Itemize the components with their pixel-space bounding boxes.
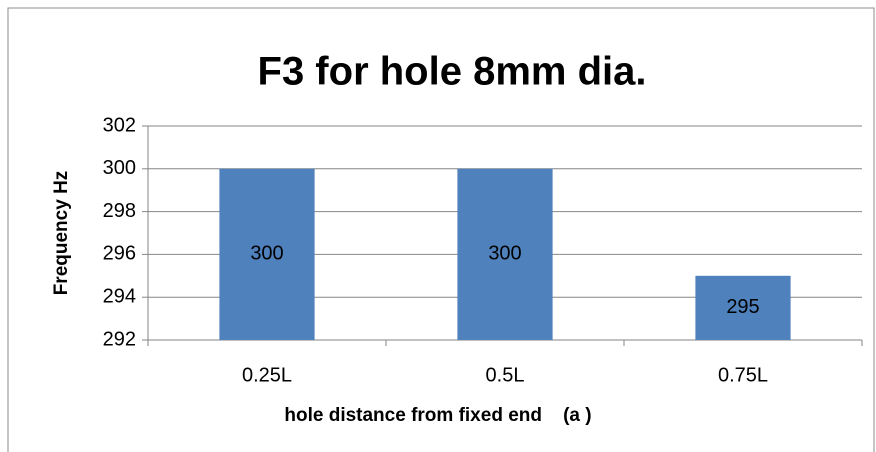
x-axis-title: hole distance from fixed end (a ): [284, 405, 591, 426]
y-tick-label: 298: [103, 200, 136, 222]
x-tick-label: 0.5L: [486, 364, 525, 386]
x-tick-label: 0.75L: [718, 364, 768, 386]
chart-title: F3 for hole 8mm dia.: [258, 50, 647, 94]
data-label: 300: [488, 243, 521, 265]
bar: [457, 168, 553, 340]
data-label: 300: [250, 243, 283, 265]
y-tick-label: 300: [103, 157, 136, 179]
y-tick-label: 294: [103, 285, 136, 307]
y-tick-label: 292: [103, 328, 136, 350]
bar: [695, 275, 791, 340]
chart-border: [7, 7, 875, 452]
x-tick-label: 0.25L: [242, 364, 292, 386]
y-tick-label: 296: [103, 243, 136, 265]
y-tick-label: 302: [103, 114, 136, 136]
y-axis-title: Frequency Hz: [51, 171, 72, 296]
bar: [219, 168, 315, 340]
data-label: 295: [726, 296, 759, 318]
